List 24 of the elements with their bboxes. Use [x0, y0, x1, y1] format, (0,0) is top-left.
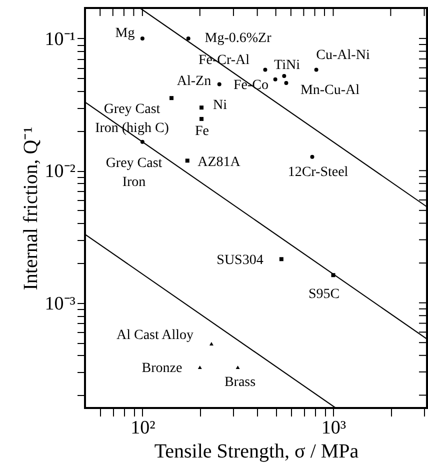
annotation: AZ81A [198, 155, 242, 170]
annotation: Al-Zn [176, 74, 212, 89]
annotation: Grey Cast Iron (high C) [95, 102, 170, 136]
annotation: 12Cr-Steel [288, 165, 348, 180]
y-tick-label: 10⁻¹ [44, 28, 76, 50]
y-tick-label: 10⁻² [44, 161, 76, 182]
annotation: Bronze [142, 361, 182, 376]
annotation: Brass [224, 375, 256, 390]
annotation: Fe [195, 124, 209, 139]
annotation: Al Cast Alloy [116, 328, 194, 343]
annotation: Grey Cast Iron [106, 156, 162, 190]
x-tick-label: 10³ [321, 418, 346, 438]
annotation: S95C [308, 287, 340, 302]
annotation: Ni [213, 98, 228, 113]
x-axis-title: Tensile Strength, σ / MPa [154, 440, 359, 462]
x-tick-label: 10² [130, 418, 156, 438]
annotation: Mg-0.6%Zr [204, 31, 272, 46]
y-axis-title: Internal friction, Q⁻¹ [20, 126, 42, 290]
annotation: SUS304 [216, 253, 264, 268]
annotation: Cu-Al-Ni [316, 48, 370, 63]
annotation: Mg [115, 26, 135, 41]
annotation: Mn-Cu-Al [300, 83, 360, 98]
annotation: TiNi [274, 58, 300, 73]
y-tick-label: 10⁻³ [44, 293, 76, 314]
